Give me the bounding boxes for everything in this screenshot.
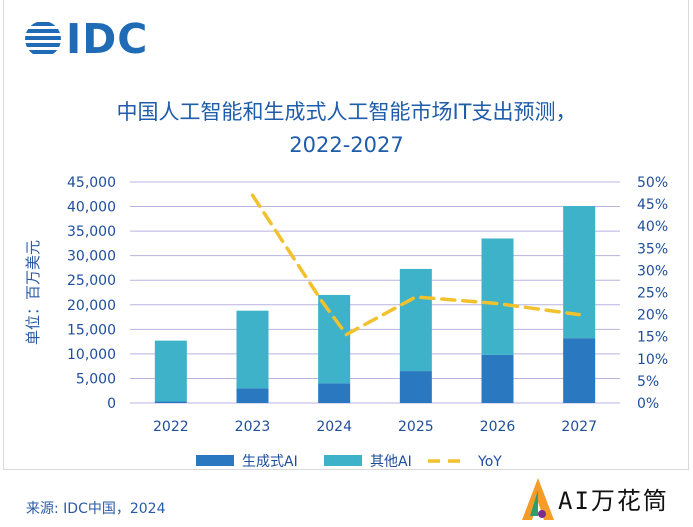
chart-title-line1: 中国人工智能和生成式人工智能市场IT支出预测， [116,100,577,124]
y-tick-label: 20,000 [67,298,116,314]
bar-genai [318,383,351,403]
chart-title-line2: 2022-2027 [289,133,404,157]
y-axis-label: 单位：百万美元 [24,240,42,345]
y-tick-label: 5,000 [76,371,116,387]
y-tick-label: 25,000 [67,273,116,289]
y2-tick-label: 0% [637,396,659,412]
brand-watermark: AI万花筒 [518,476,688,524]
y-tick-label: 30,000 [67,249,116,265]
y2-tick-label: 5% [637,374,659,390]
y-tick-label: 0 [107,396,116,412]
y-tick-label: 40,000 [67,200,116,216]
x-tick-label: 2024 [316,419,352,435]
bar-other-ai [481,238,514,355]
y2-tick-label: 30% [637,263,668,279]
brand-logo-icon [522,478,554,520]
bar-genai [481,354,514,403]
bar-other-ai [154,340,187,402]
y2-tick-label: 45% [637,197,668,213]
bar-genai [236,388,269,403]
y2-tick-label: 50% [637,175,668,191]
x-tick-label: 2023 [235,419,271,435]
bar-genai [563,338,596,403]
bar-genai [399,371,432,403]
x-tick-label: 2027 [561,419,597,435]
idc-logo: IDC [24,15,164,64]
logo-text: IDC [66,15,149,63]
y2-tick-label: 15% [637,330,668,346]
y2-tick-label: 10% [637,352,668,368]
bar-other-ai [236,310,269,389]
y2-tick-label: 40% [637,219,668,235]
brand-text: AI万花筒 [558,487,669,515]
legend-swatch-genai [196,455,234,466]
y2-tick-label: 25% [637,286,668,302]
x-tick-label: 2026 [480,419,516,435]
legend-swatch-other-ai [324,455,362,466]
bar-genai [154,401,187,403]
globe-icon [25,22,61,54]
x-tick-label: 2025 [398,419,434,435]
chart-frame [3,0,689,470]
bar-other-ai [318,294,351,384]
y-tick-label: 45,000 [67,175,116,191]
yoy-line [250,193,581,337]
y2-tick-label: 20% [637,308,668,324]
x-tick-label: 2022 [153,419,189,435]
y-tick-label: 15,000 [67,322,116,338]
legend-label-genai: 生成式AI [242,454,298,470]
y2-tick-label: 35% [637,241,668,257]
legend-label-yoy: YoY [477,454,502,470]
source-note: 来源: IDC中国，2024 [26,501,166,517]
bar-other-ai [399,268,432,372]
y-tick-label: 10,000 [67,347,116,363]
bar-other-ai [563,206,596,339]
legend-label-other-ai: 其他AI [370,454,412,470]
y-tick-label: 35,000 [67,224,116,240]
